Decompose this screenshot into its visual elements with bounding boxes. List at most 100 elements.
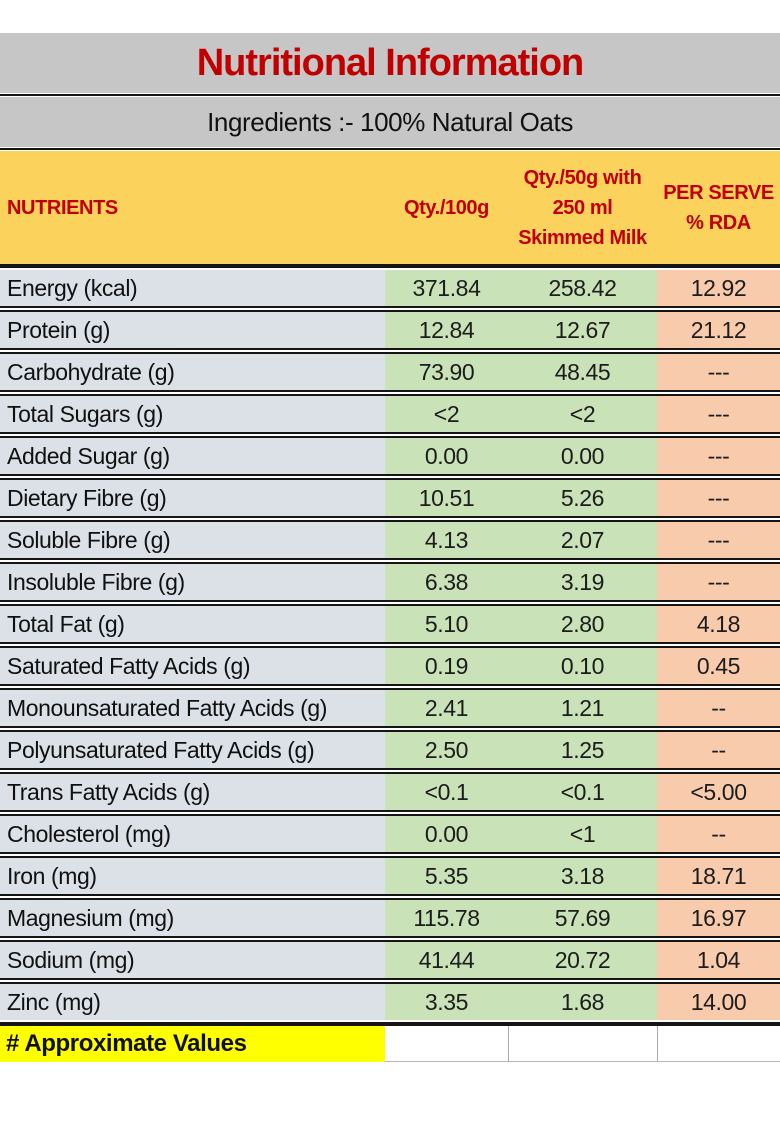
- empty-cell: [508, 1026, 657, 1062]
- per-serve-rda-cell: 0.45: [657, 646, 780, 686]
- nutrition-table: Energy (kcal) 371.84 258.42 12.92 Protein (g…: [0, 268, 780, 1022]
- divider: [0, 94, 780, 96]
- qty-100g-cell: 115.78: [385, 898, 508, 938]
- per-serve-rda-cell: ---: [657, 352, 780, 392]
- column-header-per-serve-line2: % RDA: [686, 211, 751, 234]
- nutrient-name-cell: Zinc (mg): [0, 982, 385, 1020]
- per-serve-rda-cell: 21.12: [657, 310, 780, 350]
- nutrient-name-cell: Carbohydrate (g): [0, 352, 385, 392]
- nutrient-name-cell: Added Sugar (g): [0, 436, 385, 476]
- per-serve-rda-cell: ---: [657, 520, 780, 560]
- qty-50g-cell: 12.67: [508, 310, 657, 350]
- table-row: Carbohydrate (g) 73.90 48.45 ---: [0, 352, 780, 392]
- empty-cell: [657, 1026, 780, 1062]
- per-serve-rda-cell: --: [657, 688, 780, 728]
- qty-100g-cell: 6.38: [385, 562, 508, 602]
- qty-50g-cell: 3.19: [508, 562, 657, 602]
- column-header-nutrients: NUTRIENTS: [7, 196, 118, 219]
- qty-50g-cell: <2: [508, 394, 657, 434]
- table-row: Total Sugars (g) <2 <2 ---: [0, 394, 780, 434]
- footer-row: # Approximate Values: [0, 1022, 780, 1062]
- header-divider: [0, 264, 780, 268]
- table-row: Insoluble Fibre (g) 6.38 3.19 ---: [0, 562, 780, 602]
- qty-100g-cell: 5.10: [385, 604, 508, 644]
- nutrient-name-cell: Soluble Fibre (g): [0, 520, 385, 560]
- table-row: Total Fat (g) 5.10 2.80 4.18: [0, 604, 780, 644]
- qty-100g-cell: 73.90: [385, 352, 508, 392]
- table-row: Cholesterol (mg) 0.00 <1 --: [0, 814, 780, 854]
- qty-50g-cell: 258.42: [508, 270, 657, 308]
- table-row: Protein (g) 12.84 12.67 21.12: [0, 310, 780, 350]
- table-row: Monounsaturated Fatty Acids (g) 2.41 1.21-…: [0, 688, 780, 728]
- nutrient-name-cell: Insoluble Fibre (g): [0, 562, 385, 602]
- qty-100g-cell: 2.50: [385, 730, 508, 770]
- qty-50g-cell: 57.69: [508, 898, 657, 938]
- qty-50g-cell: 0.00: [508, 436, 657, 476]
- qty-50g-cell: 1.21: [508, 688, 657, 728]
- qty-50g-cell: 0.10: [508, 646, 657, 686]
- nutrition-table-body: Energy (kcal) 371.84 258.42 12.92 Protein (g…: [0, 270, 780, 1020]
- per-serve-rda-cell: 1.04: [657, 940, 780, 980]
- approximate-values-note: # Approximate Values: [0, 1026, 385, 1062]
- nutrition-label: Nutritional Information Ingredients :- 1…: [0, 33, 780, 1062]
- nutrient-name-cell: Dietary Fibre (g): [0, 478, 385, 518]
- qty-100g-cell: 41.44: [385, 940, 508, 980]
- column-header-qty-50g-line2: 250 ml: [552, 196, 613, 219]
- table-row: Sodium (mg) 41.44 20.72 1.04: [0, 940, 780, 980]
- qty-100g-cell: <0.1: [385, 772, 508, 812]
- qty-100g-cell: 0.00: [385, 436, 508, 476]
- qty-100g-cell: <2: [385, 394, 508, 434]
- table-row: Dietary Fibre (g) 10.51 5.26 ---: [0, 478, 780, 518]
- divider: [0, 148, 780, 150]
- qty-50g-cell: 1.25: [508, 730, 657, 770]
- nutrient-name-cell: Cholesterol (mg): [0, 814, 385, 854]
- column-header-per-serve-line1: PER SERVE: [663, 181, 774, 204]
- qty-100g-cell: 4.13: [385, 520, 508, 560]
- qty-50g-cell: <1: [508, 814, 657, 854]
- nutrient-name-cell: Iron (mg): [0, 856, 385, 896]
- table-row: Iron (mg) 5.35 3.18 18.71: [0, 856, 780, 896]
- qty-50g-cell: 2.07: [508, 520, 657, 560]
- qty-100g-cell: 5.35: [385, 856, 508, 896]
- per-serve-rda-cell: 18.71: [657, 856, 780, 896]
- qty-100g-cell: 12.84: [385, 310, 508, 350]
- title-bar: Nutritional Information: [0, 33, 780, 93]
- qty-100g-cell: 371.84: [385, 270, 508, 308]
- page-title: Nutritional Information: [196, 41, 585, 84]
- nutrient-name-cell: Total Fat (g): [0, 604, 385, 644]
- qty-50g-cell: <0.1: [508, 772, 657, 812]
- nutrient-name-cell: Total Sugars (g): [0, 394, 385, 434]
- nutrient-name-cell: Sodium (mg): [0, 940, 385, 980]
- column-header-qty-50g-line3: Skimmed Milk: [518, 226, 647, 249]
- column-header-qty-50g: Qty./50g with 250 ml Skimmed Milk: [508, 163, 657, 253]
- nutrient-name-cell: Magnesium (mg): [0, 898, 385, 938]
- per-serve-rda-cell: 16.97: [657, 898, 780, 938]
- per-serve-rda-cell: --: [657, 730, 780, 770]
- table-row: Magnesium (mg) 115.78 57.69 16.97: [0, 898, 780, 938]
- table-row: Saturated Fatty Acids (g) 0.19 0.10 0.45: [0, 646, 780, 686]
- per-serve-rda-cell: 14.00: [657, 982, 780, 1020]
- column-header-qty-50g-line1: Qty./50g with: [523, 166, 642, 189]
- column-header-per-serve: PER SERVE % RDA: [657, 178, 780, 238]
- table-row: Polyunsaturated Fatty Acids (g) 2.50 1.25-…: [0, 730, 780, 770]
- qty-50g-cell: 1.68: [508, 982, 657, 1020]
- per-serve-rda-cell: --: [657, 814, 780, 854]
- per-serve-rda-cell: 12.92: [657, 270, 780, 308]
- nutrient-name-cell: Polyunsaturated Fatty Acids (g): [0, 730, 385, 770]
- per-serve-rda-cell: ---: [657, 394, 780, 434]
- nutrient-name-cell: Monounsaturated Fatty Acids (g): [0, 688, 385, 728]
- per-serve-rda-cell: ---: [657, 562, 780, 602]
- qty-50g-cell: 20.72: [508, 940, 657, 980]
- qty-100g-cell: 0.19: [385, 646, 508, 686]
- qty-100g-cell: 2.41: [385, 688, 508, 728]
- table-header: NUTRIENTS Qty./100g Qty./50g with 250 ml…: [0, 151, 780, 264]
- table-row: Energy (kcal) 371.84 258.42 12.92: [0, 270, 780, 308]
- nutrient-name-cell: Trans Fatty Acids (g): [0, 772, 385, 812]
- column-header-qty-100g: Qty./100g: [404, 196, 489, 219]
- qty-50g-cell: 5.26: [508, 478, 657, 518]
- nutrient-name-cell: Protein (g): [0, 310, 385, 350]
- table-row: Zinc (mg) 3.35 1.68 14.00: [0, 982, 780, 1020]
- table-row: Trans Fatty Acids (g) <0.1 <0.1 <5.00: [0, 772, 780, 812]
- qty-100g-cell: 3.35: [385, 982, 508, 1020]
- per-serve-rda-cell: <5.00: [657, 772, 780, 812]
